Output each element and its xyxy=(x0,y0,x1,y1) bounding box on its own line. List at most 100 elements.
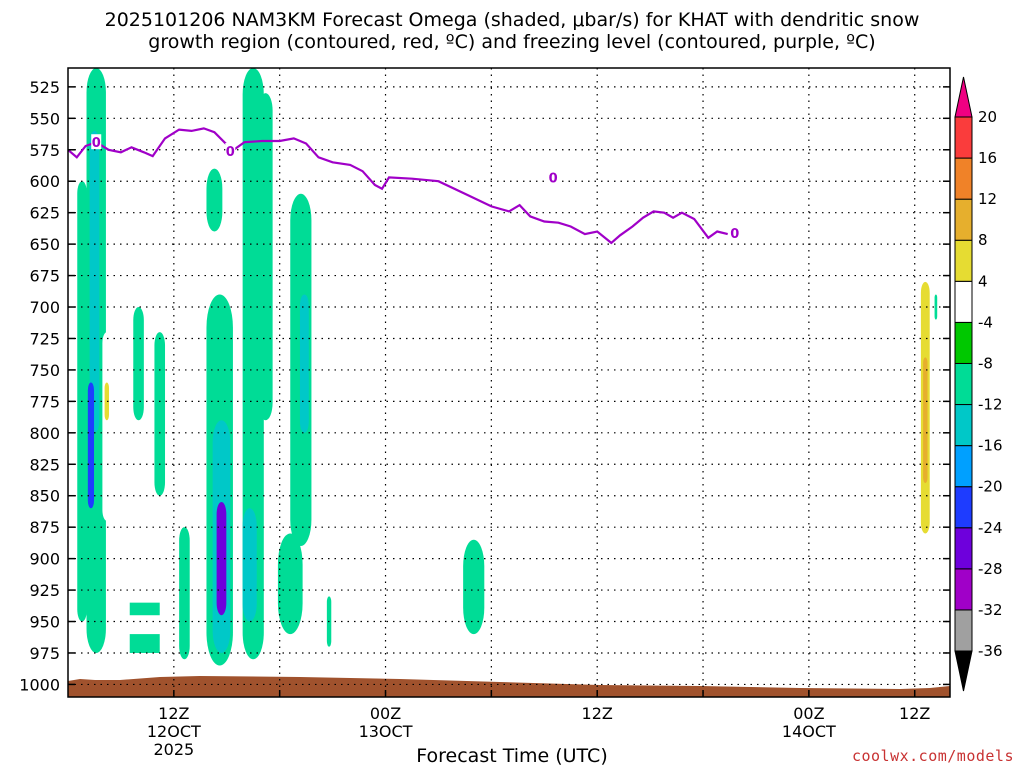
omega-cell xyxy=(102,332,112,521)
omega-cell xyxy=(104,382,110,421)
x-tick-label: 00Z xyxy=(793,704,824,723)
colorbar-upper-triangle xyxy=(954,76,973,118)
colorbar-tick-label: 12 xyxy=(978,190,997,208)
y-tick-label: 825 xyxy=(29,455,60,474)
omega-cell xyxy=(154,332,166,496)
omega-cell xyxy=(206,168,223,232)
colorbar-band xyxy=(954,239,973,282)
x-tick-date-label: 14OCT xyxy=(782,722,836,741)
omega-cell xyxy=(944,457,950,515)
colorbar-tick-label: 4 xyxy=(978,272,988,290)
colorbar-tick-label: -8 xyxy=(978,354,993,372)
omega-cell xyxy=(334,608,349,653)
freezing-label-bg xyxy=(729,224,740,240)
y-tick-label: 900 xyxy=(29,550,60,569)
y-tick-label: 1000 xyxy=(19,675,60,694)
omega-cell xyxy=(923,357,928,484)
colorbar-tick-label: -24 xyxy=(978,519,1003,537)
y-tick-label: 700 xyxy=(29,298,60,317)
y-tick-label: 725 xyxy=(29,329,60,348)
omega-cell xyxy=(87,382,95,509)
omega-cell xyxy=(277,533,303,635)
y-tick-label: 750 xyxy=(29,361,60,380)
colorbar: -36 -32 -28 -24 -20 -16 -12 -8 -4 4 8 12 16 20 xyxy=(954,76,1003,692)
colorbar-band xyxy=(954,280,973,323)
omega-cell xyxy=(150,193,155,257)
x-tick-year-label: 2025 xyxy=(153,740,194,759)
colorbar-tick-label: -32 xyxy=(978,601,1003,619)
y-tick-label: 525 xyxy=(29,78,60,97)
colorbar-band xyxy=(954,486,973,529)
plot-frame xyxy=(67,67,951,698)
omega-cell xyxy=(89,130,100,433)
freezing-level-layer: 0 0 0 0 xyxy=(68,127,740,245)
omega-cell xyxy=(133,307,144,421)
y-tick-label: 675 xyxy=(29,267,60,286)
y-tick-label: 600 xyxy=(29,172,60,191)
omega-cell xyxy=(414,457,427,534)
y-tick-label: 950 xyxy=(29,613,60,632)
x-tick-label: 12Z xyxy=(582,704,613,723)
colorbar-band xyxy=(954,116,973,159)
freezing-label-bg xyxy=(225,143,236,159)
colorbar-band xyxy=(954,321,973,364)
freezing-level-label: 0 xyxy=(92,136,101,151)
y-tick-label: 550 xyxy=(29,109,60,128)
y-tick-label: 875 xyxy=(29,518,60,537)
y-tick-label: 775 xyxy=(29,392,60,411)
x-tick-label: 12Z xyxy=(899,704,930,723)
colorbar-band xyxy=(954,157,973,200)
x-axis-title: Forecast Time (UTC) xyxy=(416,745,608,767)
terrain-layer xyxy=(68,676,950,697)
colorbar-tick-label: -36 xyxy=(978,642,1003,660)
x-tick-label: 00Z xyxy=(370,704,401,723)
omega-cell xyxy=(242,508,257,622)
x-tick-date-label: 13OCT xyxy=(359,722,413,741)
omega-cell xyxy=(258,93,273,421)
colorbar-tick-label: -4 xyxy=(978,313,993,331)
omega-cell xyxy=(216,502,227,616)
colorbar-tick-label: -12 xyxy=(978,396,1003,414)
colorbar-tick-label: -16 xyxy=(978,437,1003,455)
colorbar-band xyxy=(954,198,973,241)
colorbar-tick-label: 16 xyxy=(978,149,997,167)
y-tick-label: 925 xyxy=(29,581,60,600)
colorbar-band xyxy=(954,362,973,406)
omega-cell xyxy=(129,168,134,194)
grid-lines xyxy=(68,68,950,697)
x-tick-date-label: 12OCT xyxy=(147,722,201,741)
colorbar-band xyxy=(954,568,973,611)
colorbar-tick-label: 20 xyxy=(978,108,997,126)
omega-shading xyxy=(77,68,950,666)
freezing-level-label: 0 xyxy=(549,171,558,186)
chart-title-line-2: growth region (contoured, red, ºC) and f… xyxy=(148,31,876,53)
omega-cell xyxy=(463,539,485,635)
freezing-label-bg xyxy=(548,169,559,185)
colorbar-lower-triangle xyxy=(954,650,973,692)
colorbar-band xyxy=(954,609,973,652)
colorbar-band xyxy=(954,527,973,570)
terrain-fill xyxy=(68,676,950,697)
y-tick-label: 650 xyxy=(29,235,60,254)
x-tick-label: 12Z xyxy=(158,704,189,723)
colorbar-band xyxy=(954,404,973,447)
y-tick-label: 850 xyxy=(29,487,60,506)
omega-cell xyxy=(626,514,632,534)
omega-cell xyxy=(760,508,766,534)
plot-area xyxy=(68,68,950,697)
y-axis: 525 550 575 600 625 650 675 700 725 750 775 800 825 8… xyxy=(19,78,950,694)
colorbar-tick-label: 8 xyxy=(978,231,988,249)
y-tick-label: 575 xyxy=(29,141,60,160)
y-tick-label: 800 xyxy=(29,424,60,443)
source-credit: coolwx.com/models xyxy=(851,747,1014,765)
freezing-level-label: 0 xyxy=(730,227,739,242)
colorbar-tick-label: -20 xyxy=(978,478,1003,496)
freezing-level-line xyxy=(68,127,728,245)
omega-cell xyxy=(179,527,190,660)
y-tick-label: 625 xyxy=(29,204,60,223)
omega-cell xyxy=(190,539,200,622)
colorbar-band xyxy=(954,445,973,488)
omega-cell xyxy=(129,634,160,653)
